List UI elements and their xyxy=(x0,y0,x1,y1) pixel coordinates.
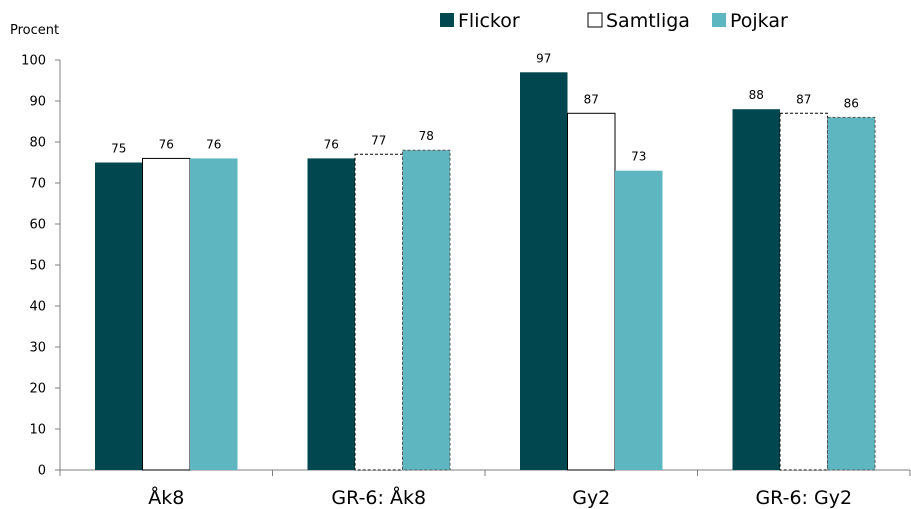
legend-swatch xyxy=(587,12,603,28)
bar xyxy=(354,153,403,471)
bar xyxy=(732,109,780,470)
y-tick-label: 40 xyxy=(29,300,46,315)
x-tick-label: Åk8 xyxy=(148,486,184,509)
y-tick-label: 100 xyxy=(21,54,46,69)
y-tick-label: 50 xyxy=(29,259,46,274)
data-label: 87 xyxy=(584,92,599,106)
y-axis-label: Procent xyxy=(10,23,59,38)
y-axis: 0 10 20 30 40 50 60 70 80 90 100 xyxy=(21,54,61,479)
data-label: 76 xyxy=(324,137,339,151)
bar xyxy=(190,158,238,470)
data-label: 73 xyxy=(631,150,646,164)
x-axis: Åk8 GR-6: Åk8 Gy2 GR-6: Gy2 xyxy=(59,469,911,509)
data-labels: 75 76 97 88 76 77 87 87 76 78 73 86 xyxy=(111,51,859,163)
data-label: 86 xyxy=(844,96,859,110)
data-label: 76 xyxy=(159,137,174,151)
y-tick-label: 60 xyxy=(29,218,46,233)
data-label: 87 xyxy=(796,92,811,106)
x-tick-label: Gy2 xyxy=(572,487,610,509)
data-label: 75 xyxy=(111,142,126,156)
bar xyxy=(779,112,828,471)
bar xyxy=(520,72,568,471)
legend: Flickor Samtliga Pojkar xyxy=(440,10,788,32)
x-tick-label: GR-6: Gy2 xyxy=(755,487,852,509)
legend-swatch xyxy=(712,13,726,27)
legend-label: Flickor xyxy=(458,10,520,32)
legend-swatch xyxy=(440,13,454,27)
y-tick-label: 90 xyxy=(29,95,46,110)
bar xyxy=(307,158,355,470)
bar xyxy=(567,112,616,471)
legend-label: Samtliga xyxy=(606,10,690,32)
bars xyxy=(95,72,876,471)
y-tick-label: 80 xyxy=(29,136,46,151)
y-tick-label: 20 xyxy=(29,382,46,397)
data-label: 77 xyxy=(371,133,386,147)
bar xyxy=(615,170,663,470)
y-tick-label: 70 xyxy=(29,177,46,192)
data-label: 78 xyxy=(419,129,434,143)
y-tick-label: 10 xyxy=(29,423,46,438)
data-label: 88 xyxy=(749,88,764,102)
bar xyxy=(827,116,876,471)
y-tick-label: 0 xyxy=(38,464,46,479)
bar xyxy=(402,149,451,471)
data-label: 97 xyxy=(536,51,551,65)
bar xyxy=(142,157,191,471)
bar xyxy=(95,162,143,470)
y-tick-label: 30 xyxy=(29,341,46,356)
legend-label: Pojkar xyxy=(730,10,788,32)
data-label: 76 xyxy=(206,137,221,151)
x-tick-label: GR-6: Åk8 xyxy=(331,486,426,509)
